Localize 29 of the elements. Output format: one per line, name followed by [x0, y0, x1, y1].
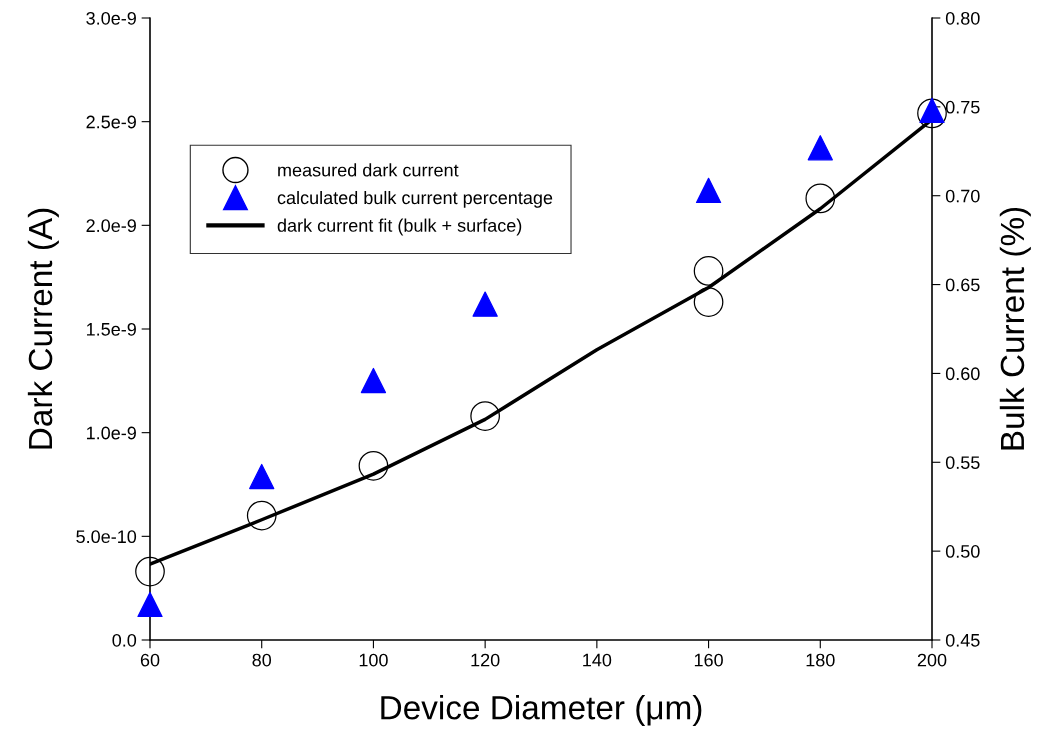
x-tick-label: 200	[917, 653, 947, 667]
x-tick-label: 60	[140, 653, 160, 667]
x-tick-label: 100	[359, 653, 388, 667]
x-tick-label: 120	[471, 653, 500, 667]
legend-label: calculated bulk current percentage	[277, 190, 553, 208]
y-tick-label: 5.0e-10	[76, 530, 137, 544]
x-tick-label: 180	[806, 653, 835, 667]
legend-label: dark current fit (bulk + surface)	[277, 218, 522, 236]
y2-tick-label: 0.55	[945, 456, 980, 470]
y-tick-label: 3.0e-9	[86, 11, 136, 25]
y2-axis-title: Bulk Current (%)	[999, 207, 1031, 450]
y-tick-label: 2.0e-9	[86, 219, 136, 233]
y2-tick-label: 0.70	[945, 189, 980, 203]
y2-tick-label: 0.60	[945, 367, 980, 381]
y-tick-label: 0.0	[112, 633, 137, 647]
legend-label: measured dark current	[278, 163, 459, 177]
x-tick-label: 160	[694, 653, 723, 667]
y2-tick-label: 0.50	[945, 545, 980, 558]
y2-tick-label: 0.65	[945, 278, 980, 292]
y2-tick-label: 0.45	[945, 633, 980, 647]
y2-tick-label: 0.75	[945, 100, 980, 114]
y-axis-title: Dark Current (A)	[27, 208, 59, 449]
y-tick-label: 1.5e-9	[86, 322, 136, 336]
x-tick-label: 140	[583, 653, 612, 667]
y-tick-label: 1.0e-9	[86, 426, 136, 440]
y2-tick-label: 0.80	[945, 11, 980, 25]
x-axis-title: Device Diameter (μm)	[381, 695, 702, 727]
y-tick-label: 2.5e-9	[86, 115, 136, 129]
x-tick-label: 80	[252, 653, 272, 667]
